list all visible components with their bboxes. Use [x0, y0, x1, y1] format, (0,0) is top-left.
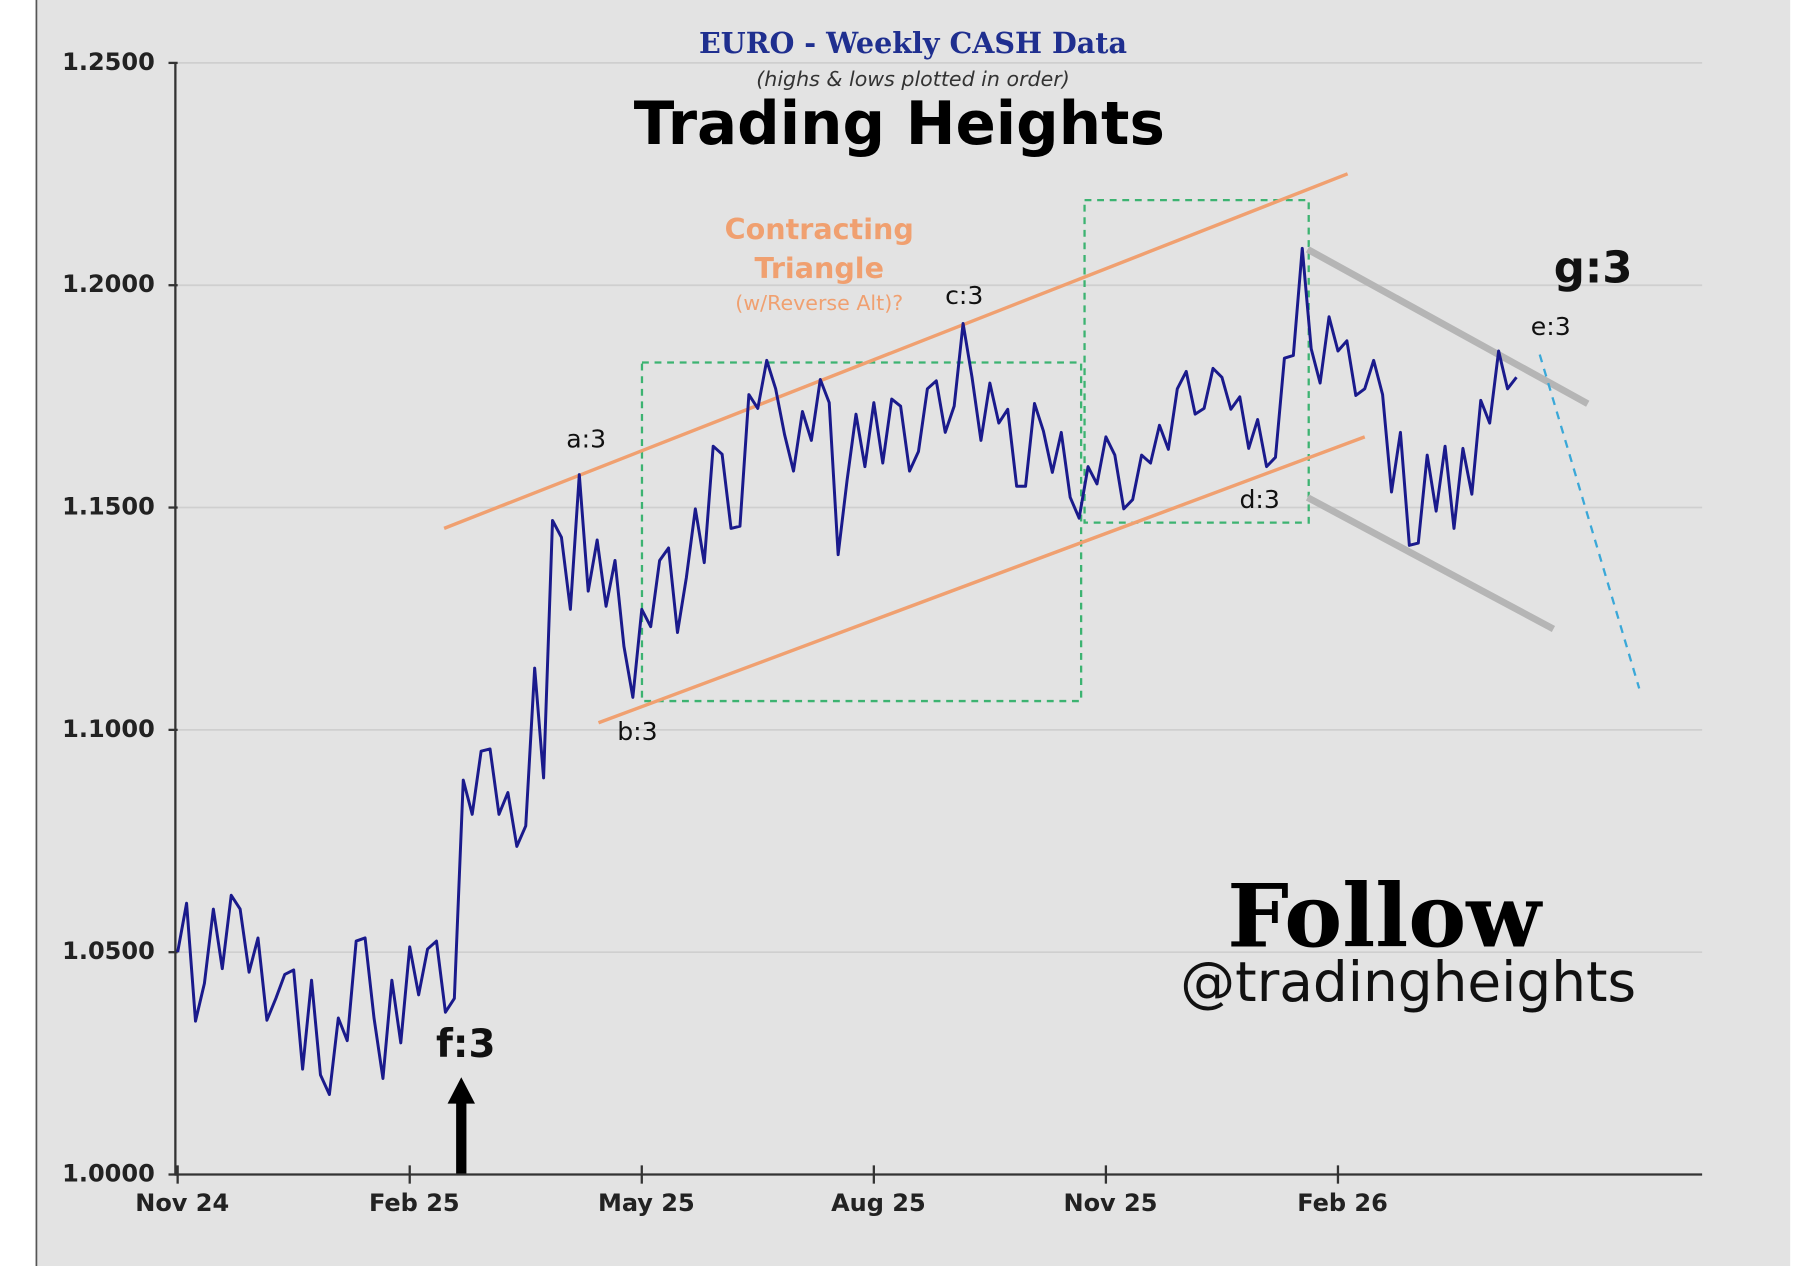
- grid: 1.0000 1.0500 1.1000 1.1500 1.2000 1.2500 Nov …: [62, 48, 1703, 1217]
- price-line: [176, 246, 1518, 1096]
- channel-line: [1305, 494, 1556, 633]
- projection-line: [1538, 354, 1641, 689]
- pattern-label: Triangle: [754, 251, 884, 285]
- channel-line: [1305, 246, 1590, 407]
- chart-subtitle: (highs & lows plotted in order): [756, 67, 1069, 91]
- wave-label: e:3: [1531, 312, 1571, 341]
- wave-label: a:3: [566, 424, 606, 453]
- y-tick-label: 1.2500: [62, 48, 155, 76]
- chart-title: EURO - Weekly CASH Data: [699, 26, 1127, 60]
- wave-label: g:3: [1554, 244, 1633, 294]
- background: [35, 0, 1791, 1266]
- pattern-box: [640, 361, 1083, 703]
- arrow-head: [447, 1077, 475, 1104]
- y-tick-label: 1.0000: [62, 1160, 155, 1188]
- pattern-label: Contracting: [725, 212, 914, 246]
- y-tick-label: 1.0500: [62, 937, 155, 965]
- plot: a:3 b:3 c:3 d:3 e:3 f:3 g:3: [176, 244, 1633, 1096]
- trend-line: [443, 172, 1349, 530]
- wave-label: c:3: [945, 281, 983, 310]
- x-tick-label: Nov 25: [1063, 1189, 1157, 1217]
- handle-text: @tradingheights: [1180, 950, 1636, 1014]
- follow-text: Follow: [1227, 866, 1543, 968]
- wave-label: d:3: [1239, 485, 1279, 514]
- pattern-box: [1083, 198, 1310, 524]
- pattern-note: (w/Reverse Alt)?: [735, 291, 903, 315]
- brand: Trading Heights: [634, 90, 1165, 159]
- y-tick-label: 1.2000: [62, 270, 155, 298]
- x-tick-label: Nov 24: [135, 1189, 229, 1217]
- x-tick-label: Feb 26: [1297, 1189, 1388, 1217]
- x-tick-label: Feb 25: [369, 1189, 460, 1217]
- wave-label: f:3: [436, 1022, 496, 1067]
- y-tick-label: 1.1500: [62, 493, 155, 521]
- y-tick-label: 1.1000: [62, 715, 155, 743]
- trend-line: [597, 435, 1366, 725]
- wave-label: b:3: [617, 717, 657, 746]
- x-tick-label: May 25: [598, 1189, 695, 1217]
- x-tick-label: Aug 25: [831, 1189, 926, 1217]
